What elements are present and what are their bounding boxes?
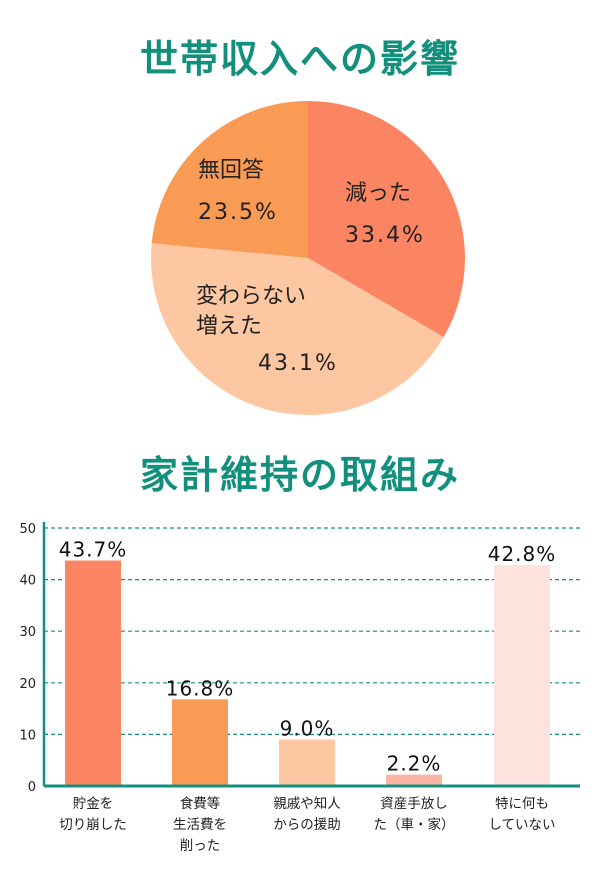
pie-chart-title: 世帯収入への影響 [139, 37, 460, 81]
pie-slice [308, 101, 466, 338]
x-category-label: 食費等 [180, 795, 221, 812]
x-category-label: 貯金を [73, 796, 114, 812]
bar-value-label: 42.8% [488, 542, 557, 566]
y-tick-label: 10 [19, 728, 36, 743]
pie-slice-label: 無回答 [198, 158, 264, 183]
pie-slice-label: 変わらない [196, 284, 306, 309]
x-category-label: 生活費を [173, 817, 227, 833]
x-category-label: 切り崩した [59, 817, 127, 833]
y-tick-label: 20 [19, 677, 36, 692]
pie-slice-label: 減った [345, 181, 411, 206]
bar [172, 699, 228, 786]
pie-slice [151, 101, 308, 258]
bar-value-label: 43.7% [59, 538, 128, 562]
bar-value-label: 2.2% [387, 752, 442, 776]
x-category-label: 特に何も [495, 796, 549, 812]
bar [65, 560, 121, 786]
y-tick-label: 0 [28, 780, 36, 795]
x-category-label: していない [488, 817, 555, 833]
pie-slice-value: 33.4% [345, 223, 425, 248]
bar-value-label: 9.0% [280, 717, 335, 741]
bar [279, 739, 335, 786]
x-category-label: た（車・家） [374, 816, 455, 833]
y-tick-label: 30 [19, 625, 36, 640]
bar [386, 774, 442, 786]
pie-slice [151, 243, 444, 416]
x-category-label: 資産手放し [380, 796, 448, 812]
pie-slice-value: 43.1% [258, 351, 338, 376]
y-tick-label: 50 [19, 522, 36, 537]
pie-slice-value: 23.5% [198, 200, 278, 225]
pie-slice-label: 増えた [196, 314, 262, 339]
bar-chart-title: 家計維持の取組み [139, 453, 460, 497]
x-category-label: 親戚や知人 [273, 795, 341, 812]
x-category-label: からの援助 [273, 817, 341, 833]
y-tick-label: 40 [19, 574, 36, 589]
x-category-label: 削った [180, 838, 221, 854]
bar [494, 565, 550, 786]
bar-value-label: 16.8% [166, 676, 235, 700]
